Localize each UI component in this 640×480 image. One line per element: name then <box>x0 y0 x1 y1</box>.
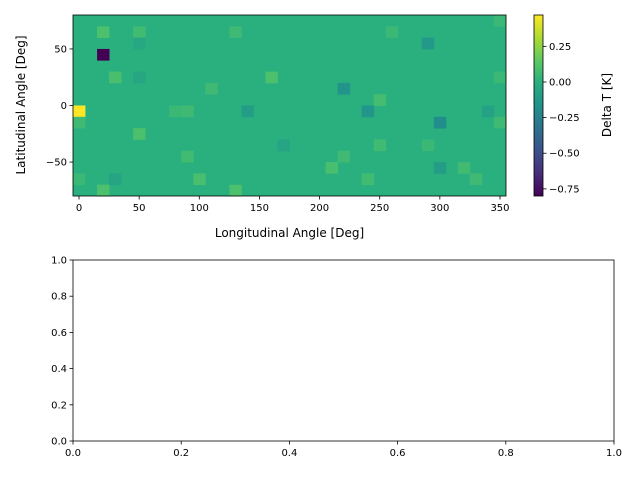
y-tick-label: 0.0 <box>51 437 67 448</box>
heatmap-cell <box>433 116 447 129</box>
x-tick-label: 250 <box>370 203 389 214</box>
colorbar-gradient <box>533 14 544 197</box>
heatmap-cell <box>205 82 218 95</box>
heatmap-cell <box>97 48 110 61</box>
x-tick-label: 50 <box>133 203 146 214</box>
colorbar-tick-label: 0.00 <box>549 77 571 88</box>
heatmap-cell <box>73 105 86 118</box>
x-tick-label: 150 <box>250 203 269 214</box>
heatmap-cell <box>109 173 122 186</box>
y-tick-label: −50 <box>46 158 67 169</box>
x-tick-label: 300 <box>430 203 449 214</box>
heatmap-cell <box>133 71 146 84</box>
heatmap-cell <box>133 37 146 50</box>
heatmap-y-axis-label: Latitudinal Angle [Deg] <box>14 35 28 174</box>
y-tick-label: 50 <box>54 44 67 55</box>
heatmap-cell <box>421 139 435 152</box>
heatmap-cell <box>169 105 182 118</box>
heatmap-cell <box>337 150 351 163</box>
y-tick-label: 1.0 <box>51 256 67 267</box>
heatmap-cell <box>325 162 339 174</box>
x-tick-label: 350 <box>490 203 509 214</box>
heatmap-cell <box>493 15 507 27</box>
heatmap-cell <box>457 162 471 174</box>
colorbar-tick-label: 0.25 <box>549 42 571 53</box>
heatmap-cell <box>193 173 206 186</box>
heatmap-cell <box>109 71 122 84</box>
heatmap-cell <box>385 26 399 39</box>
heatmap-cell <box>493 71 507 84</box>
heatmap-cell <box>433 162 447 174</box>
heatmap-cell <box>229 26 242 39</box>
heatmap-cell <box>361 105 375 118</box>
heatmap-cell <box>73 173 86 186</box>
heatmap-cell <box>97 184 110 197</box>
y-tick-label: 0.8 <box>51 292 67 303</box>
x-tick-label: 0.0 <box>65 448 81 459</box>
x-tick-label: 0.6 <box>390 448 406 459</box>
x-tick-label: 200 <box>310 203 329 214</box>
y-tick-label: 0.4 <box>51 364 67 375</box>
heatmap-cell <box>469 173 483 186</box>
x-tick-label: 100 <box>190 203 209 214</box>
colorbar-tick-label: −0.75 <box>549 184 580 195</box>
x-tick-label: 1.0 <box>606 448 622 459</box>
heatmap-y-ticks: −50 0 50 <box>46 44 73 169</box>
colorbar-label: Delta T [K] <box>600 73 614 137</box>
heatmap-axes: 0 50 100 150 200 250 300 350 −50 0 50 Longitudina… <box>14 14 510 240</box>
y-tick-label: 0.6 <box>51 328 67 339</box>
heatmap-cell <box>361 173 375 186</box>
heatmap-cell <box>493 116 507 129</box>
x-tick-label: 0.8 <box>498 448 514 459</box>
y-tick-label: 0.2 <box>51 400 67 411</box>
heatmap-cell <box>373 139 387 152</box>
colorbar: 0.25 0.00 −0.25 −0.50 −0.75 Delta T [K] <box>533 14 614 197</box>
empty-axes-x-ticks: 0.0 0.2 0.4 0.6 0.8 1.0 <box>65 441 622 459</box>
x-tick-label: 0.4 <box>281 448 297 459</box>
colorbar-tick-label: −0.50 <box>549 149 580 160</box>
heatmap-cell <box>73 116 86 129</box>
heatmap-cell <box>97 26 110 39</box>
y-tick-label: 0 <box>61 101 67 112</box>
heatmap-cell <box>181 150 194 163</box>
colorbar-ticks: 0.25 0.00 −0.25 −0.50 −0.75 <box>543 42 580 195</box>
empty-axes-frame <box>72 259 615 442</box>
heatmap-cells <box>73 15 507 197</box>
empty-axes-y-ticks: 0.0 0.2 0.4 0.6 0.8 1.0 <box>51 256 73 448</box>
heatmap-cell <box>265 71 278 84</box>
heatmap-cell <box>133 128 146 140</box>
heatmap-cell <box>229 184 242 197</box>
heatmap-cell <box>181 105 194 118</box>
heatmap-x-ticks: 0 50 100 150 200 250 300 350 <box>76 196 510 214</box>
heatmap-cell <box>421 37 435 50</box>
colorbar-tick-label: −0.25 <box>549 113 580 124</box>
heatmap-cell <box>373 94 387 106</box>
heatmap-cell <box>337 82 351 95</box>
heatmap-cell <box>481 105 495 118</box>
x-tick-label: 0 <box>76 203 82 214</box>
heatmap-cell <box>277 139 290 152</box>
x-tick-label: 0.2 <box>173 448 189 459</box>
heatmap-cell <box>133 26 146 39</box>
heatmap-cell <box>241 105 254 118</box>
empty-axes: 0.0 0.2 0.4 0.6 0.8 1.0 0.0 0.2 0.4 0.6 0.8 1.0 <box>51 256 622 460</box>
heatmap-x-axis-label: Longitudinal Angle [Deg] <box>215 226 364 240</box>
